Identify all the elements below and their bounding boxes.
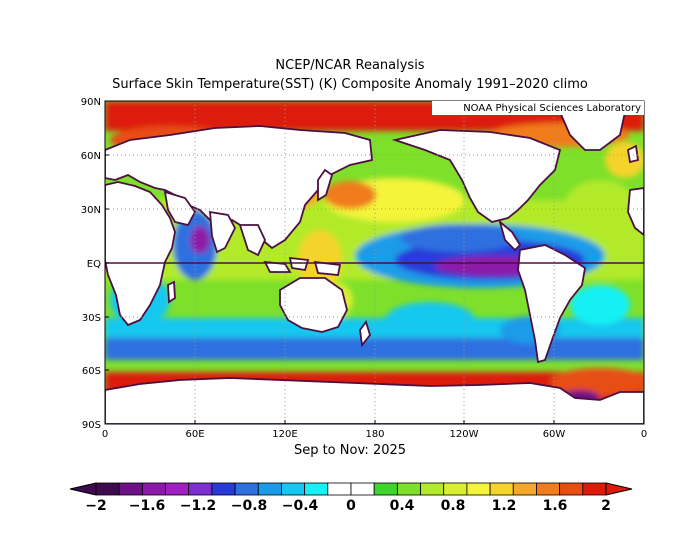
lat-tick: 60S [82,366,101,377]
lat-tick: 30S [82,313,101,324]
credit-box [432,101,644,115]
colorbar-label: −1.6 [129,498,166,514]
lat-tick: 60N [81,151,101,162]
credit-label: NOAA Physical Sciences Laboratory [463,103,641,114]
colorbar-swatch [327,482,352,496]
colorbar-swatch [257,482,282,496]
continents [105,107,644,424]
colorbar-label: 0.4 [390,498,415,514]
colorbar-label: −1.2 [180,498,217,514]
colorbar-label: 0.8 [441,498,466,514]
colorbar-label: 1.6 [543,498,568,514]
colorbar-swatch [141,482,166,496]
lon-tick: 60E [185,429,204,440]
colorbar-label: 1.2 [492,498,517,514]
lat-tick: 90N [81,97,101,108]
colorbar-swatch [373,482,398,496]
lon-tick: 0 [641,429,647,440]
colorbar-arrow-left [69,482,97,496]
lon-tick: 0 [102,429,108,440]
colorbar-swatch [350,482,375,496]
period-label: Sep to Nov: 2025 [293,443,407,458]
lat-tick: 90S [82,420,101,431]
map-subtitle: Surface Skin Temperature(SST) (K) Compos… [112,77,588,92]
lat-tick: EQ [87,259,101,270]
lon-tick: 180 [365,429,384,440]
lon-tick: 120W [450,429,479,440]
colorbar-swatch [443,482,468,496]
colorbar-swatch [582,482,607,496]
colorbar-swatch [489,482,514,496]
colorbar-label: 2 [601,498,611,514]
colorbar-swatch [304,482,329,496]
colorbar-arrow-right [605,482,633,496]
colorbar-label: −0.4 [282,498,319,514]
colorbar-swatch [118,482,143,496]
colorbar-swatch [466,482,491,496]
map-title: NCEP/NCAR Reanalysis [275,58,425,73]
lon-tick: 120E [272,429,297,440]
lon-axis: 0 60E 120E 180 120W 60W 0 [102,429,647,440]
colorbar [69,482,633,496]
colorbar-swatch [536,482,561,496]
lat-axis: 90N 60N 30N EQ 30S 60S 90S [81,97,101,431]
colorbar-swatch [420,482,445,496]
lat-tick: 30N [81,205,101,216]
colorbar-swatch [95,482,120,496]
lon-tick: 60W [543,429,566,440]
tick-marks [105,154,555,424]
colorbar-swatch [234,482,259,496]
colorbar-swatch [512,482,537,496]
colorbar-swatch [188,482,213,496]
colorbar-label: 0 [346,498,356,514]
colorbar-labels: −2 −1.6 −1.2 −0.8 −0.4 0 0.4 0.8 1.2 1.6 2 [85,498,611,514]
colorbar-label: −2 [85,498,106,514]
colorbar-swatch [211,482,236,496]
colorbar-swatch [396,482,421,496]
colorbar-label: −0.8 [231,498,268,514]
colorbar-swatch [559,482,584,496]
colorbar-swatch [165,482,190,496]
colorbar-swatch [281,482,306,496]
